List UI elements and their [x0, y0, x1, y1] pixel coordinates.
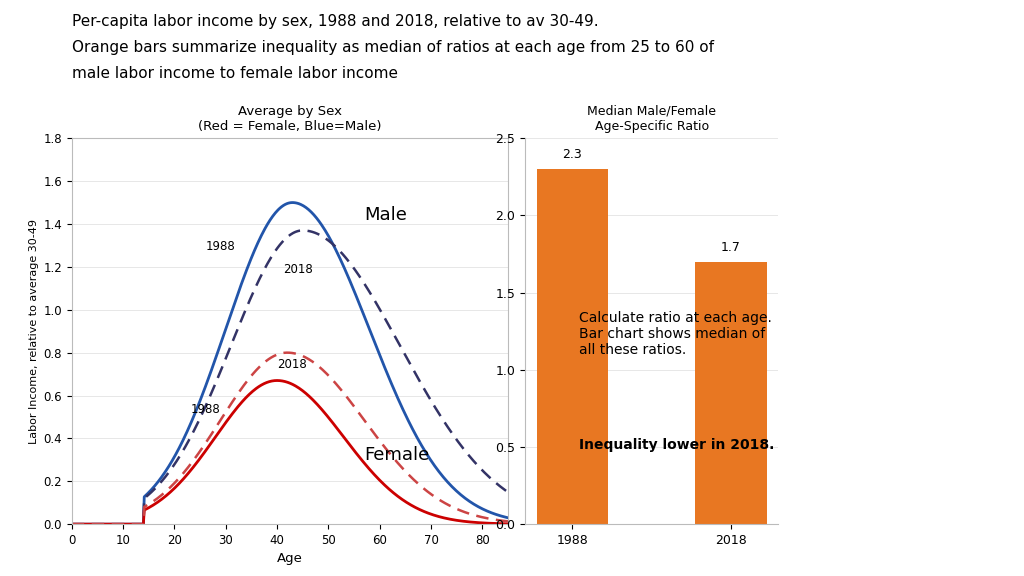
Text: 2018: 2018 [283, 263, 312, 276]
Text: Calculate ratio at each age.
Bar chart shows median of
all these ratios.: Calculate ratio at each age. Bar chart s… [579, 311, 771, 358]
Text: Male: Male [365, 206, 408, 223]
Bar [537, 169, 608, 524]
Y-axis label: Labor Income, relative to average 30-49: Labor Income, relative to average 30-49 [29, 219, 39, 444]
Text: 2018: 2018 [278, 358, 307, 370]
Text: Female: Female [365, 446, 429, 464]
Text: Orange bars summarize inequality as median of ratios at each age from 25 to 60 o: Orange bars summarize inequality as medi… [72, 40, 714, 55]
Text: 1988: 1988 [206, 240, 236, 253]
X-axis label: Age: Age [276, 552, 303, 566]
Text: male labor income to female labor income: male labor income to female labor income [72, 66, 397, 81]
Title: Average by Sex
(Red = Female, Blue=Male): Average by Sex (Red = Female, Blue=Male) [198, 105, 382, 133]
Title: Median Male/Female
Age-Specific Ratio: Median Male/Female Age-Specific Ratio [587, 105, 716, 133]
Bar [695, 262, 767, 524]
Text: 2.3: 2.3 [562, 149, 583, 161]
Text: 1988: 1988 [190, 403, 220, 416]
Text: Per-capita labor income by sex, 1988 and 2018, relative to av 30-49.: Per-capita labor income by sex, 1988 and… [72, 14, 598, 29]
Text: Inequality lower in 2018.: Inequality lower in 2018. [579, 438, 774, 452]
Text: 1.7: 1.7 [721, 241, 741, 254]
